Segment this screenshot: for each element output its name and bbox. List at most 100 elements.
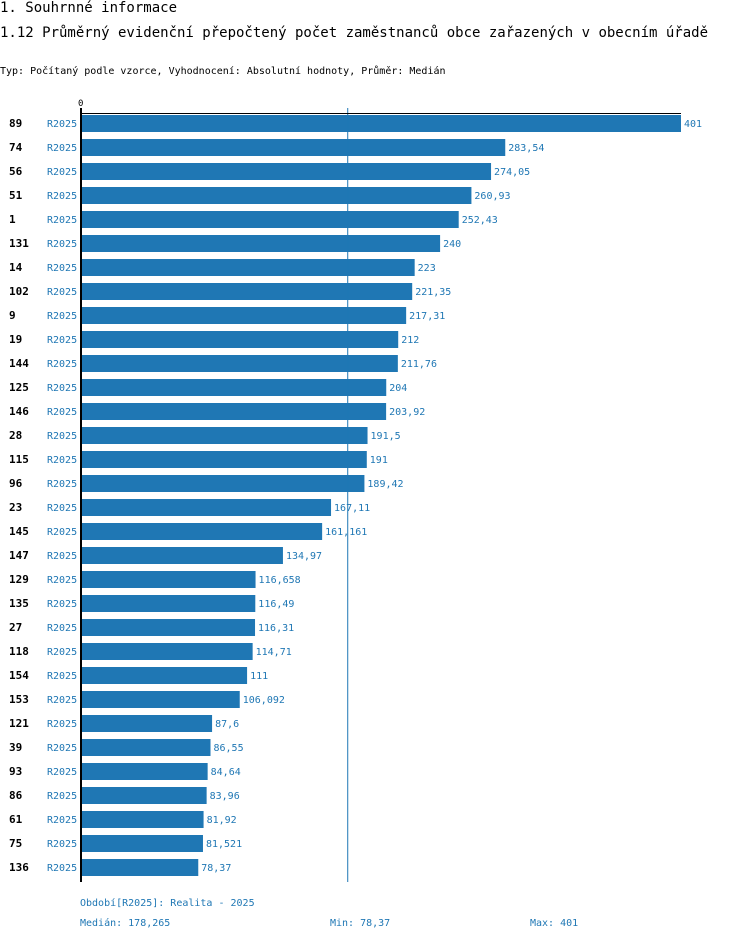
series-label: R2025 xyxy=(47,791,77,802)
series-label: R2025 xyxy=(47,119,77,130)
value-label: 116,49 xyxy=(258,599,294,610)
value-label: 260,93 xyxy=(474,191,510,202)
value-label: 217,31 xyxy=(409,311,445,322)
bar xyxy=(81,835,203,852)
bar xyxy=(81,259,415,276)
category-label: 93 xyxy=(9,765,22,778)
series-label: R2025 xyxy=(47,311,77,322)
value-label: 401 xyxy=(684,119,702,130)
category-label: 153 xyxy=(9,693,29,706)
series-label: R2025 xyxy=(47,335,77,346)
series-label: R2025 xyxy=(47,479,77,490)
category-label: 39 xyxy=(9,741,22,754)
category-label: 86 xyxy=(9,789,23,802)
category-label: 131 xyxy=(9,237,29,250)
section-title: 1. Souhrnné informace xyxy=(0,0,178,16)
chart-title: 1.12 Průměrný evidenční přepočtený počet… xyxy=(0,25,709,41)
series-label: R2025 xyxy=(47,863,77,874)
category-label: 136 xyxy=(9,861,29,874)
value-label: 240 xyxy=(443,239,461,250)
value-label: 106,092 xyxy=(243,695,285,706)
category-label: 27 xyxy=(9,621,22,634)
series-label: R2025 xyxy=(47,695,77,706)
series-label: R2025 xyxy=(47,575,77,586)
bar xyxy=(81,307,407,324)
series-label: R2025 xyxy=(47,407,77,418)
bar xyxy=(81,643,253,660)
bar xyxy=(81,475,365,492)
bar xyxy=(81,523,323,540)
category-label: 89 xyxy=(9,117,22,130)
category-label: 147 xyxy=(9,549,29,562)
median-stat: Medián: 178,265 xyxy=(80,918,171,929)
series-label: R2025 xyxy=(47,623,77,634)
series-label: R2025 xyxy=(47,647,77,658)
series-label: R2025 xyxy=(47,431,77,442)
value-label: 84,64 xyxy=(211,767,241,778)
bar xyxy=(81,211,459,228)
category-label: 154 xyxy=(9,669,29,682)
value-label: 191 xyxy=(370,455,388,466)
bar xyxy=(81,667,248,684)
series-label: R2025 xyxy=(47,143,77,154)
category-label: 51 xyxy=(9,189,23,202)
value-label: 189,42 xyxy=(367,479,403,490)
series-label: R2025 xyxy=(47,719,77,730)
value-label: 111 xyxy=(250,671,268,682)
category-label: 75 xyxy=(9,837,22,850)
bar xyxy=(81,427,368,444)
value-label: 114,71 xyxy=(256,647,292,658)
value-label: 212 xyxy=(401,335,419,346)
category-label: 61 xyxy=(9,813,23,826)
value-label: 274,05 xyxy=(494,167,530,178)
bar xyxy=(81,235,441,252)
value-label: 252,43 xyxy=(462,215,498,226)
bar xyxy=(81,571,256,588)
bar xyxy=(81,691,240,708)
category-label: 144 xyxy=(9,357,29,370)
series-label: R2025 xyxy=(47,767,77,778)
category-label: 146 xyxy=(9,405,29,418)
value-label: 283,54 xyxy=(508,143,544,154)
bar xyxy=(81,451,367,468)
series-label: R2025 xyxy=(47,383,77,394)
bar xyxy=(81,163,492,180)
max-stat: Max: 401 xyxy=(530,918,579,929)
axis-zero-label: 0 xyxy=(78,99,83,109)
bar xyxy=(81,787,207,804)
value-label: 211,76 xyxy=(401,359,437,370)
bar xyxy=(81,715,213,732)
category-label: 56 xyxy=(9,165,23,178)
series-label: R2025 xyxy=(47,599,77,610)
category-label: 125 xyxy=(9,381,29,394)
series-label: R2025 xyxy=(47,455,77,466)
bar xyxy=(81,619,256,636)
chart-subtitle: Typ: Počítaný podle vzorce, Vyhodnocení:… xyxy=(0,66,446,77)
bar xyxy=(81,739,211,756)
value-label: 86,55 xyxy=(214,743,244,754)
value-label: 83,96 xyxy=(210,791,240,802)
value-label: 167,11 xyxy=(334,503,370,514)
series-label: R2025 xyxy=(47,167,77,178)
bar xyxy=(81,595,256,612)
series-label: R2025 xyxy=(47,503,77,514)
value-label: 116,658 xyxy=(259,575,301,586)
value-label: 161,161 xyxy=(325,527,367,538)
category-label: 96 xyxy=(9,477,23,490)
series-label: R2025 xyxy=(47,839,77,850)
category-label: 102 xyxy=(9,285,29,298)
category-label: 1 xyxy=(9,213,16,226)
category-label: 14 xyxy=(9,261,23,274)
value-label: 204 xyxy=(389,383,407,394)
bar xyxy=(81,187,472,204)
series-label: R2025 xyxy=(47,239,77,250)
value-label: 221,35 xyxy=(415,287,451,298)
series-label: R2025 xyxy=(47,671,77,682)
min-stat: Min: 78,37 xyxy=(330,918,391,929)
value-label: 81,92 xyxy=(207,815,237,826)
series-label: R2025 xyxy=(47,359,77,370)
category-label: 129 xyxy=(9,573,29,586)
value-label: 87,6 xyxy=(215,719,239,730)
value-label: 223 xyxy=(418,263,436,274)
